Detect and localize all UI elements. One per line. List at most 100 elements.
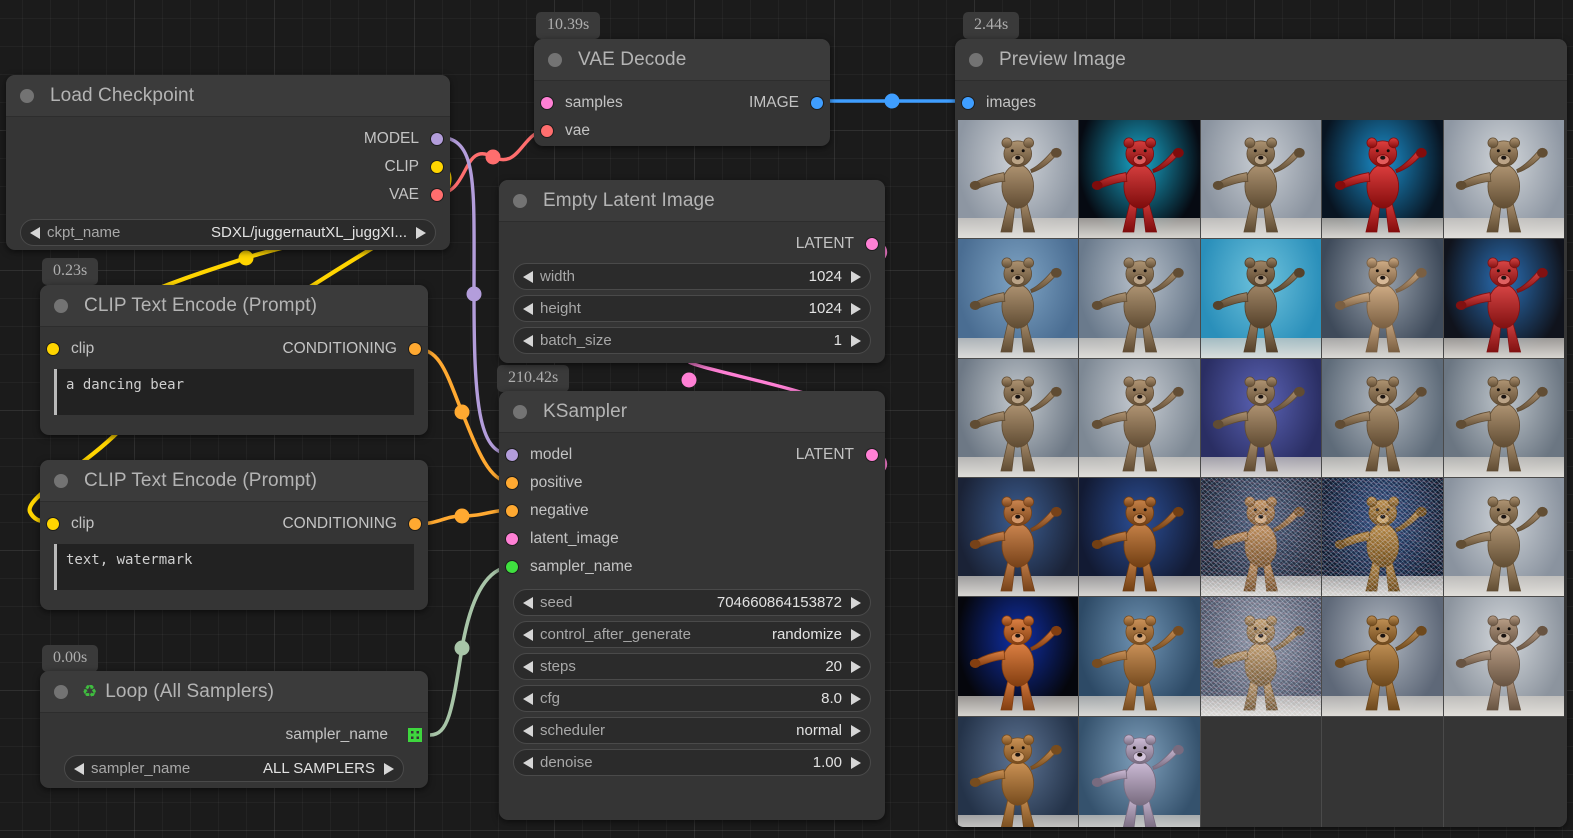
output-dot-conditioning-icon[interactable] (409, 518, 421, 530)
collapse-icon[interactable] (54, 298, 68, 313)
widget-denoise[interactable]: denoise 1.00 (513, 749, 871, 776)
output-slot-model[interactable]: MODEL (6, 125, 450, 153)
output-dot-model-icon[interactable] (431, 133, 443, 145)
slot-row-clip[interactable]: clip CONDITIONING (40, 335, 428, 363)
slot-row-clip[interactable]: clip CONDITIONING (40, 510, 428, 538)
node-load-checkpoint[interactable]: Load Checkpoint MODEL CLIP VAE ckpt_name… (6, 75, 450, 250)
input-dot-sampler-name-icon[interactable] (506, 561, 518, 573)
slot-row-vae[interactable]: vae (534, 117, 830, 145)
input-dot-clip-icon[interactable] (47, 518, 59, 530)
increment-arrow-icon[interactable] (851, 628, 861, 641)
slot-row-negative[interactable]: negative (499, 497, 885, 525)
input-dot-positive-icon[interactable] (506, 477, 518, 489)
input-dot-model-icon[interactable] (506, 449, 518, 461)
preview-image-cell[interactable] (1079, 478, 1200, 597)
node-empty-latent-image[interactable]: Empty Latent Image LATENT width 1024 hei… (499, 180, 885, 363)
input-dot-samples-icon[interactable] (541, 97, 553, 109)
widget-batch-size[interactable]: batch_size 1 (513, 327, 871, 354)
preview-image-cell[interactable] (958, 716, 1079, 827)
prompt-textarea[interactable]: a dancing bear (54, 369, 414, 415)
decrement-arrow-icon[interactable] (523, 628, 533, 641)
preview-image-cell[interactable] (1079, 120, 1200, 239)
increment-arrow-icon[interactable] (851, 596, 861, 609)
widget-sampler-name[interactable]: sampler_name ALL SAMPLERS (64, 755, 404, 782)
output-dot-latent-icon[interactable] (866, 238, 878, 250)
output-slot-clip[interactable]: CLIP (6, 153, 450, 181)
node-title-bar[interactable]: Preview Image (955, 39, 1567, 81)
increment-arrow-icon[interactable] (851, 660, 861, 673)
output-dot-latent-icon[interactable] (866, 449, 878, 461)
preview-image-grid[interactable] (958, 120, 1564, 827)
decrement-arrow-icon[interactable] (523, 756, 533, 769)
slot-row-positive[interactable]: positive (499, 469, 885, 497)
prompt-textarea[interactable]: text, watermark (54, 544, 414, 590)
widget-width[interactable]: width 1024 (513, 263, 871, 290)
node-title-bar[interactable]: KSampler (499, 391, 885, 433)
widget-value[interactable]: 1 (833, 332, 842, 349)
preview-image-cell[interactable] (1322, 358, 1443, 478)
slot-row-samples[interactable]: samples IMAGE (534, 89, 830, 117)
preview-image-cell[interactable] (958, 597, 1079, 716)
increment-arrow-icon[interactable] (384, 762, 394, 775)
node-loop-all-samplers[interactable]: ♻ Loop (All Samplers) sampler_name sampl… (40, 671, 428, 788)
slot-row-model[interactable]: model LATENT (499, 441, 885, 469)
input-dot-negative-icon[interactable] (506, 505, 518, 517)
node-title-bar[interactable]: CLIP Text Encode (Prompt) (40, 460, 428, 502)
node-clip-text-encode-negative[interactable]: CLIP Text Encode (Prompt) clip CONDITION… (40, 460, 428, 610)
widget-steps[interactable]: steps 20 (513, 653, 871, 680)
input-dot-images-icon[interactable] (962, 97, 974, 109)
slot-row-latent-image[interactable]: latent_image (499, 525, 885, 553)
decrement-arrow-icon[interactable] (523, 724, 533, 737)
increment-arrow-icon[interactable] (851, 692, 861, 705)
increment-arrow-icon[interactable] (851, 724, 861, 737)
widget-cfg[interactable]: cfg 8.0 (513, 685, 871, 712)
preview-image-cell[interactable] (1443, 120, 1564, 239)
decrement-arrow-icon[interactable] (523, 660, 533, 673)
decrement-arrow-icon[interactable] (523, 596, 533, 609)
node-preview-image[interactable]: Preview Image images (955, 39, 1567, 827)
output-dot-image-icon[interactable] (811, 97, 823, 109)
widget-value[interactable]: 704660864153872 (716, 594, 842, 611)
preview-image-cell[interactable] (1079, 358, 1200, 478)
preview-image-cell[interactable] (958, 358, 1079, 478)
input-dot-clip-icon[interactable] (47, 343, 59, 355)
widget-seed[interactable]: seed 704660864153872 (513, 589, 871, 616)
node-title-bar[interactable]: Empty Latent Image (499, 180, 885, 222)
slot-row-sampler-name[interactable]: sampler_name (499, 553, 885, 581)
node-title-bar[interactable]: CLIP Text Encode (Prompt) (40, 285, 428, 327)
decrement-arrow-icon[interactable] (523, 270, 533, 283)
preview-image-cell[interactable] (1443, 478, 1564, 597)
increment-arrow-icon[interactable] (851, 334, 861, 347)
decrement-arrow-icon[interactable] (30, 226, 40, 239)
widget-value[interactable]: 20 (825, 658, 842, 675)
collapse-icon[interactable] (969, 52, 983, 67)
node-vae-decode[interactable]: VAE Decode samples IMAGE vae (534, 39, 830, 146)
preview-image-cell[interactable] (1200, 239, 1322, 358)
collapse-icon[interactable] (513, 404, 527, 419)
widget-value[interactable]: 1.00 (812, 754, 842, 771)
preview-image-cell[interactable] (1443, 239, 1564, 358)
collapse-icon[interactable] (54, 684, 68, 699)
collapse-icon[interactable] (548, 52, 562, 67)
preview-image-cell[interactable] (1443, 358, 1564, 478)
output-slot-vae[interactable]: VAE (6, 181, 450, 209)
widget-value[interactable]: 1024 (808, 300, 842, 317)
node-title-bar[interactable]: VAE Decode (534, 39, 830, 81)
input-dot-vae-icon[interactable] (541, 125, 553, 137)
widget-scheduler[interactable]: scheduler normal (513, 717, 871, 744)
decrement-arrow-icon[interactable] (523, 692, 533, 705)
node-title-bar[interactable]: Load Checkpoint (6, 75, 450, 117)
collapse-icon[interactable] (513, 193, 527, 208)
output-dot-clip-icon[interactable] (431, 161, 443, 173)
output-dot-conditioning-icon[interactable] (409, 343, 421, 355)
output-slot-latent[interactable]: LATENT (499, 230, 885, 258)
decrement-arrow-icon[interactable] (74, 762, 84, 775)
widget-value[interactable]: SDXL/juggernautXL_juggXI... (211, 224, 407, 241)
grid-output-icon[interactable] (408, 728, 422, 742)
increment-arrow-icon[interactable] (416, 226, 426, 239)
widget-value[interactable]: normal (796, 722, 842, 739)
preview-image-cell[interactable] (958, 239, 1079, 358)
preview-image-cell[interactable] (1079, 239, 1200, 358)
preview-image-cell[interactable] (1200, 358, 1322, 478)
